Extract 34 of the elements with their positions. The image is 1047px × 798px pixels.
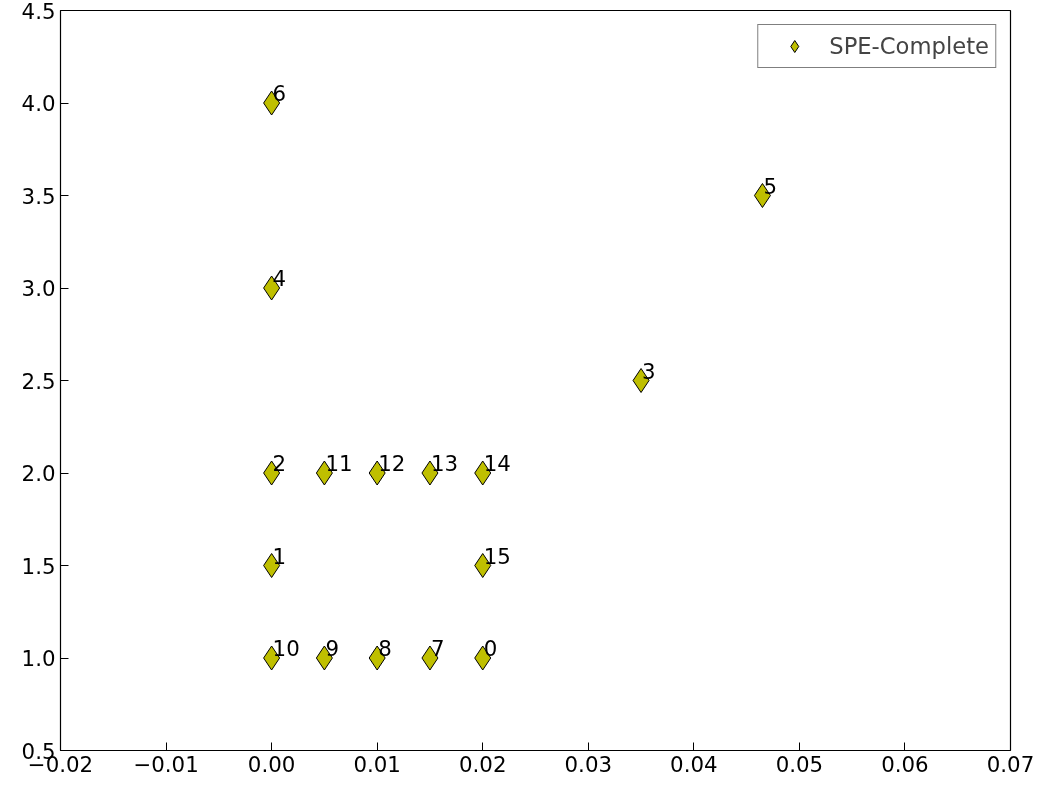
x-tick-label: 0.00 [247,751,296,777]
x-tick-label: 0.01 [353,751,401,777]
annotation: 7 [430,636,445,661]
annotation: 2 [272,451,287,476]
y-tick-label: 1.5 [21,553,56,579]
annotation: 5 [763,173,778,199]
y-tick-label: 3.5 [21,183,56,209]
x-tick-label: 0.05 [775,751,824,777]
x-tick-label: 0.06 [881,751,929,777]
y-tick-label: 3.0 [21,276,56,301]
annotation: 6 [272,81,287,106]
annotation: 3 [642,358,656,384]
annotation: 8 [378,636,392,661]
annotation: 4 [272,266,287,291]
annotation: 13 [430,451,459,476]
y-tick-label: 4.0 [21,91,56,116]
x-tick-label: 0.03 [564,751,613,777]
annotation: 14 [483,451,511,476]
annotation: 10 [272,636,300,661]
y-tick-label: 4.5 [21,0,56,24]
annotation: 15 [483,543,511,569]
x-tick-label: 0.07 [986,751,1035,777]
y-tick-label: 2.5 [21,368,56,394]
annotation: 0 [483,636,498,661]
annotation: 11 [325,451,353,476]
annotation: 12 [378,451,406,476]
x-tick-label: 0.04 [670,751,718,777]
y-tick-label: 1.0 [21,646,56,671]
x-tick-label: −0.01 [133,751,199,777]
annotation: 1 [272,543,287,569]
legend-label: SPE-Complete [829,33,989,59]
annotation: 9 [325,636,339,661]
x-tick-label: 0.02 [458,751,507,777]
y-tick-label: 2.0 [21,461,56,486]
